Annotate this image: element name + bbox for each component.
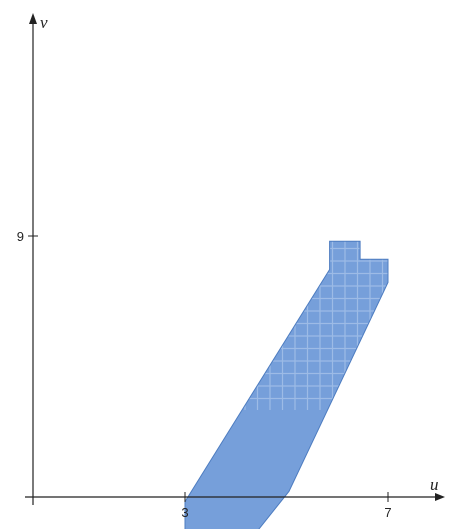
y-ticks: 29 [17, 229, 38, 244]
x-tick-label: 7 [384, 505, 391, 520]
x-axis-label: u [430, 475, 439, 494]
axes: u v 37 29 [17, 13, 445, 520]
shaded-region [184, 240, 389, 529]
y-axis-label: v [40, 13, 48, 32]
y-tick-label: 9 [17, 229, 24, 244]
x-axis-arrowhead [435, 493, 445, 501]
y-axis-arrowhead [29, 13, 37, 24]
x-tick-label: 3 [181, 505, 188, 520]
region-fill [185, 241, 388, 529]
